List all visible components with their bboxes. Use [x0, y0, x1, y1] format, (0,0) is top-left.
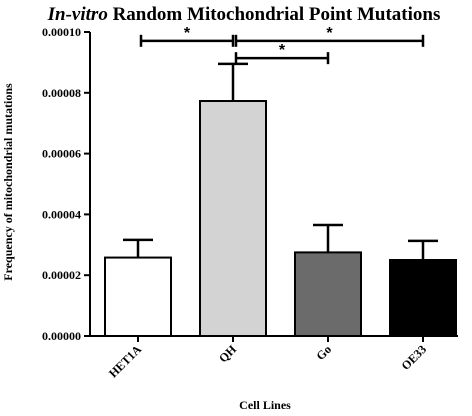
significance-star: *: [326, 25, 333, 42]
chart-title-rest: Random Mitochondrial Point Mutations: [108, 4, 441, 25]
bar-het1a: [104, 256, 172, 337]
bar-go: [294, 251, 362, 337]
bar-oe33: [389, 259, 457, 337]
y-tick-label: 0.00008: [42, 86, 81, 100]
y-tick-label: 0.00010: [42, 25, 81, 39]
y-tick-label: 0.00004: [42, 207, 81, 221]
bar-qh: [199, 100, 267, 338]
x-tick-label-go: Go: [313, 342, 334, 363]
x-tick-label-qh: QH: [216, 342, 240, 366]
x-tick-label-oe33: OE33: [398, 342, 429, 373]
x-axis-label: Cell Lines: [239, 398, 291, 412]
significance-star: *: [184, 25, 191, 42]
x-tick-label-het1a: HET1A: [106, 342, 144, 380]
chart-title: In-vitro Random Mitochondrial Point Muta…: [47, 4, 441, 25]
chart-title-italic: In-vitro: [47, 4, 108, 25]
y-tick-label: 0.00000: [42, 329, 81, 343]
plot-area: 0.00000 0.00002 0.00004 0.00006 0.00008 0.000…: [42, 25, 458, 380]
y-tick-label: 0.00006: [42, 147, 81, 161]
y-tick-label: 0.00002: [42, 268, 81, 282]
y-axis-label: Frequency of mitochondrial mutations: [1, 83, 15, 281]
significance-star: *: [279, 42, 286, 59]
